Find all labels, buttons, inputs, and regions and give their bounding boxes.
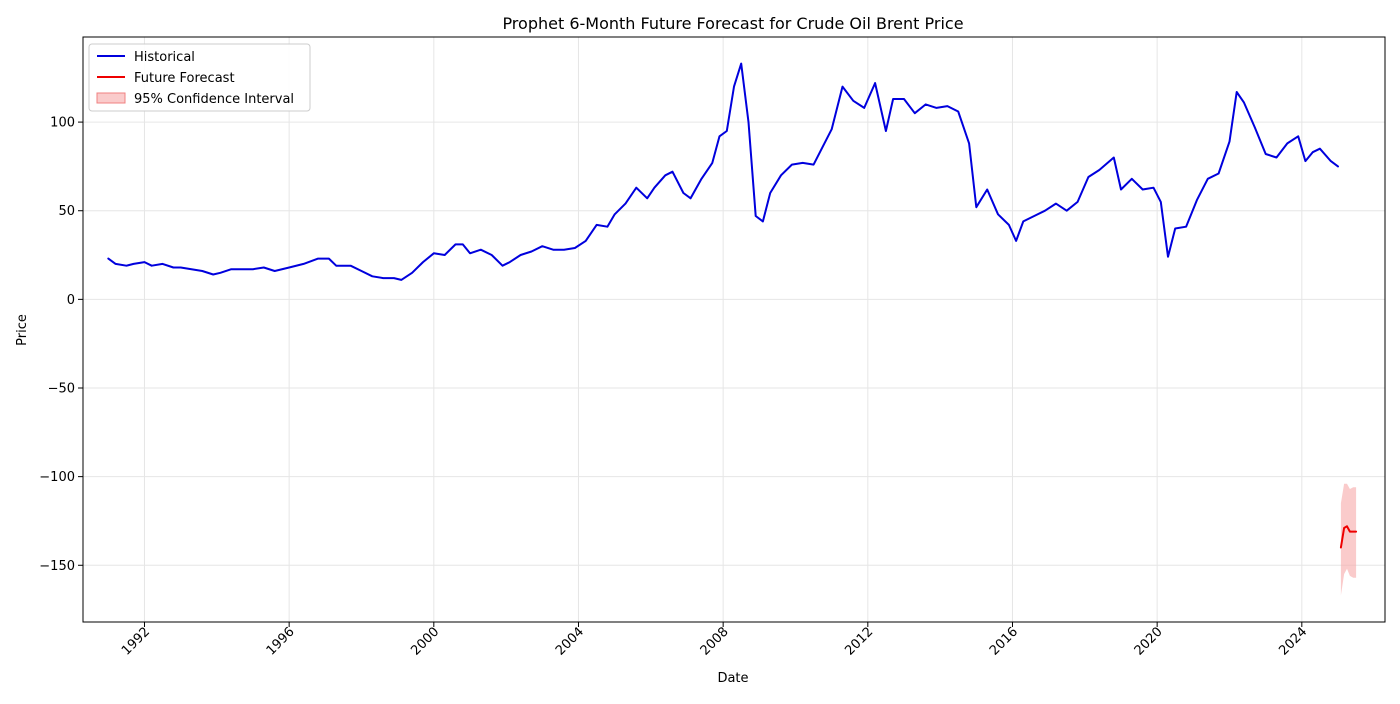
y-tick-label: −100 — [39, 470, 75, 485]
y-tick-label: 50 — [58, 204, 75, 219]
confidence-interval-band — [1340, 483, 1357, 596]
grid-lines — [83, 37, 1385, 622]
legend-ci-swatch — [96, 92, 126, 104]
y-tick-label: −150 — [39, 559, 75, 574]
confidence-band-layer — [1340, 483, 1357, 596]
historical-line — [107, 62, 1339, 281]
chart-title: Prophet 6-Month Future Forecast for Crud… — [502, 14, 963, 33]
legend-ci-label: 95% Confidence Interval — [134, 92, 294, 107]
y-tick-label: −50 — [48, 382, 75, 397]
legend-historical-label: Historical — [134, 50, 195, 65]
y-tick-label: 100 — [50, 116, 75, 131]
y-tick-label: 0 — [67, 293, 75, 308]
plot-frame — [82, 36, 1386, 623]
y-axis-label: Price — [15, 314, 30, 346]
series-layer — [107, 62, 1358, 549]
legend: Historical Future Forecast 95% Confidenc… — [88, 43, 311, 112]
x-axis-label: Date — [717, 671, 748, 686]
legend-box — [88, 43, 311, 112]
legend-forecast-label: Future Forecast — [134, 71, 235, 86]
future-forecast-line — [1339, 525, 1358, 549]
